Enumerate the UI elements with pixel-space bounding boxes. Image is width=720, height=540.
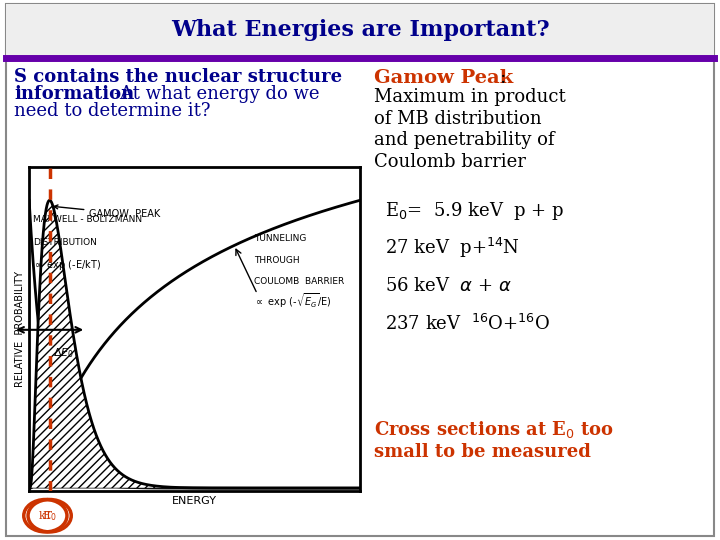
Bar: [6, 4, 714, 57]
Text: kT: kT: [38, 511, 53, 521]
Text: 237 keV  $^{16}$O+$^{16}$O: 237 keV $^{16}$O+$^{16}$O: [385, 314, 550, 334]
Text: 56 keV  $\alpha$ + $\alpha$: 56 keV $\alpha$ + $\alpha$: [385, 277, 512, 295]
Text: TUNNELING: TUNNELING: [254, 234, 307, 244]
Text: Maximum in product: Maximum in product: [374, 88, 566, 106]
Text: Coulomb barrier: Coulomb barrier: [374, 153, 526, 171]
Text: 27 keV  p+$^{14}$N: 27 keV p+$^{14}$N: [385, 237, 520, 260]
Text: information: information: [14, 85, 135, 103]
Text: COULOMB  BARRIER: COULOMB BARRIER: [254, 277, 344, 286]
FancyBboxPatch shape: [6, 4, 714, 536]
Text: :: :: [500, 69, 507, 87]
Text: Gamow Peak: Gamow Peak: [374, 69, 513, 87]
Text: $\propto$ exp (-E/kT): $\propto$ exp (-E/kT): [33, 258, 101, 272]
Text: GAMOW  PEAK: GAMOW PEAK: [54, 205, 161, 219]
Text: S contains the nuclear structure: S contains the nuclear structure: [14, 68, 343, 86]
Y-axis label: RELATIVE  PROBABILITY: RELATIVE PROBABILITY: [14, 272, 24, 387]
X-axis label: ENERGY: ENERGY: [172, 496, 217, 505]
Text: THROUGH: THROUGH: [254, 256, 300, 265]
Text: of MB distribution: of MB distribution: [374, 110, 542, 128]
Text: E$_0$=  5.9 keV  p + p: E$_0$= 5.9 keV p + p: [385, 200, 564, 221]
Text: $\Delta E_0$: $\Delta E_0$: [53, 346, 74, 360]
Text: DISTRIBUTION: DISTRIBUTION: [33, 238, 96, 247]
Text: and penetrability of: and penetrability of: [374, 131, 555, 150]
Text: need to determine it?: need to determine it?: [14, 102, 211, 120]
Text: Cross sections at E$_0$ too: Cross sections at E$_0$ too: [374, 419, 614, 440]
Text: What Energies are Important?: What Energies are Important?: [171, 19, 549, 41]
Text: MAXWELL - BOLTZMANN: MAXWELL - BOLTZMANN: [33, 215, 142, 224]
Text: E$_0$: E$_0$: [42, 509, 57, 523]
Text: small to be measured: small to be measured: [374, 443, 591, 461]
Text: -At what energy do we: -At what energy do we: [114, 85, 319, 103]
Text: $\propto$ exp (-$\sqrt{E_G}$/E): $\propto$ exp (-$\sqrt{E_G}$/E): [254, 291, 332, 309]
